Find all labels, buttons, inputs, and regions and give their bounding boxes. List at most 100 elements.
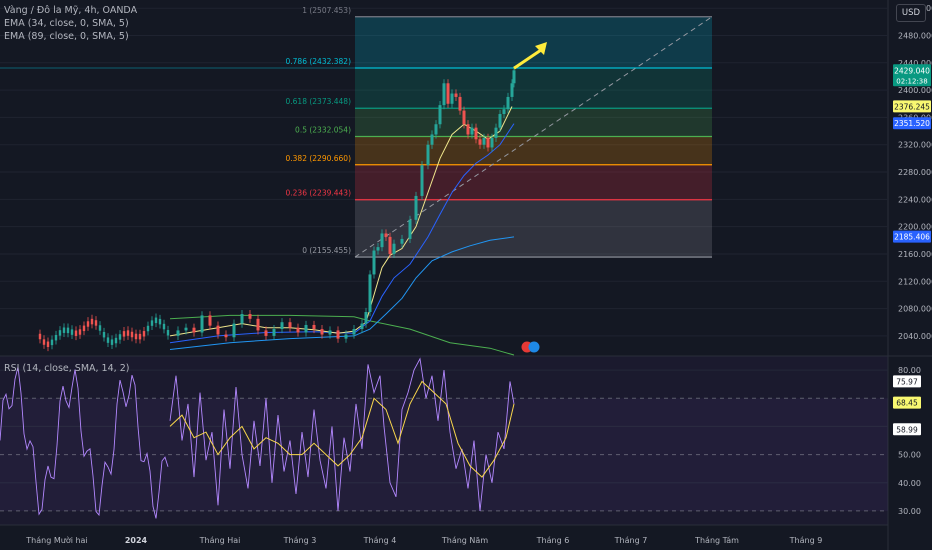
fib-level-label: 0.382 (2290.660): [286, 154, 352, 163]
rsi-ma-line[interactable]: [169, 380, 515, 478]
ema34-legend[interactable]: EMA (34, close, 0, SMA, 5): [4, 18, 129, 29]
candle-body: [110, 339, 114, 345]
candle-body: [58, 330, 62, 336]
price-badge-label: 2351.520: [894, 119, 930, 128]
candle-body: [498, 114, 502, 128]
candle-body: [288, 322, 292, 328]
price-badge-countdown: 02:12:38: [896, 77, 927, 85]
price-tick-label: 2240.000: [898, 195, 932, 204]
currency-button[interactable]: USD: [896, 4, 926, 22]
fib-zone: [355, 16, 712, 69]
candle-body: [122, 331, 126, 337]
candle-body: [352, 329, 356, 335]
candle-body: [70, 329, 74, 335]
candle-body: [364, 311, 368, 324]
candle-body: [442, 83, 446, 106]
rsi-tick-label: 30.00: [898, 507, 921, 516]
candle-body: [344, 334, 348, 339]
candle-body: [248, 314, 252, 319]
candle-body: [450, 93, 454, 104]
price-badge: [893, 64, 931, 87]
candle-body: [466, 124, 470, 135]
symbol-title[interactable]: Vàng / Đô la Mỹ, 4h, OANDA: [4, 5, 138, 16]
rsi-badge: [893, 423, 921, 436]
rsi-tick-label: 50.00: [898, 451, 921, 460]
price-tick-label: 2040.000: [898, 332, 932, 341]
rsi-line[interactable]: [169, 357, 515, 511]
time-tick-label: 2024: [125, 536, 148, 545]
candle-body: [426, 144, 430, 166]
candle-body: [106, 337, 110, 343]
fib-level-label: 0 (2155.455): [302, 246, 351, 255]
candle-body: [224, 334, 228, 338]
candle-body: [176, 330, 180, 336]
rsi-band: [0, 398, 888, 511]
candle-body: [162, 323, 166, 330]
candle-body: [478, 139, 482, 145]
candle-body: [506, 96, 510, 110]
candle-body: [54, 334, 58, 341]
candle-body: [434, 124, 438, 135]
price-badge: [893, 100, 931, 113]
price-tick-label: 2320.000: [898, 141, 932, 150]
candle-body: [192, 327, 196, 333]
ema-blue-line[interactable]: [169, 236, 515, 350]
candle-body: [82, 325, 86, 332]
rsi-pane[interactable]: [0, 356, 888, 525]
candle-body: [320, 329, 324, 335]
rsi-badge-label: 58.99: [896, 425, 918, 434]
candle-body: [216, 325, 220, 335]
candle-body: [90, 318, 94, 325]
candle-body: [414, 195, 418, 220]
candle-body: [232, 323, 236, 338]
price-badge-label: 2185.406: [894, 233, 930, 242]
candle-body: [146, 325, 150, 332]
time-tick-label: Tháng Hai: [199, 536, 241, 545]
candle-body: [50, 339, 54, 346]
candle-body: [458, 96, 462, 111]
candle-body: [502, 109, 506, 115]
projection-arrow[interactable]: [513, 46, 545, 70]
fib-zone: [355, 136, 712, 165]
candle-body: [384, 233, 388, 237]
candle-body: [512, 70, 516, 84]
time-tick-label: Tháng Mười hai: [25, 535, 87, 545]
candle-body: [446, 83, 450, 104]
rsi-tick-label: 40.00: [898, 479, 921, 488]
candle-body: [126, 330, 130, 336]
fib-level-label: 0.786 (2432.382): [286, 57, 352, 66]
fib-zone: [355, 164, 712, 200]
fib-level-label: 0.236 (2239.443): [286, 189, 352, 198]
candle-body: [86, 321, 90, 327]
candle-body: [360, 323, 364, 330]
fib-zone: [355, 108, 712, 137]
fib-level-label: 0.618 (2373.448): [286, 97, 352, 106]
candle-body: [78, 329, 82, 335]
rsi-badge-label: 75.97: [896, 377, 918, 386]
candle-body: [272, 329, 276, 336]
candle-body: [490, 137, 494, 148]
candle-body: [38, 333, 42, 340]
time-tick-label: Tháng 3: [283, 536, 317, 545]
candle-body: [392, 243, 396, 254]
candle-body: [420, 165, 424, 196]
candle-body: [200, 315, 204, 333]
candle-body: [154, 317, 158, 324]
rsi-legend[interactable]: RSI (14, close, SMA, 14, 2): [4, 363, 130, 374]
time-tick-label: Tháng 4: [363, 536, 397, 545]
price-badge: [893, 117, 931, 130]
candle-body: [336, 330, 340, 339]
candle-body: [328, 330, 332, 335]
candle-body: [166, 330, 170, 336]
candle-body: [462, 110, 466, 125]
candle-body: [304, 324, 308, 333]
candle-body: [376, 247, 380, 251]
event-flag-icon[interactable]: [528, 341, 540, 353]
ema89-legend[interactable]: EMA (89, close, 0, SMA, 5): [4, 31, 129, 42]
ema-green-line[interactable]: [169, 314, 515, 356]
time-tick-label: Tháng 6: [536, 536, 570, 545]
candle-body: [470, 127, 474, 135]
candle-body: [408, 219, 412, 239]
candle-body: [474, 127, 478, 140]
